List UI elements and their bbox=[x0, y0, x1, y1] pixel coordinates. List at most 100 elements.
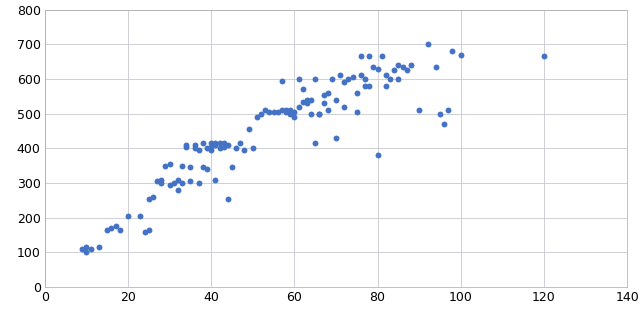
Point bbox=[81, 245, 92, 250]
Point bbox=[106, 226, 116, 231]
Point bbox=[352, 90, 362, 95]
Point bbox=[194, 181, 204, 186]
Point bbox=[285, 111, 296, 116]
Point bbox=[348, 75, 358, 80]
Point bbox=[144, 227, 154, 233]
Point bbox=[389, 68, 399, 73]
Point bbox=[236, 141, 246, 146]
Point bbox=[269, 109, 279, 115]
Point bbox=[273, 109, 283, 115]
Point bbox=[289, 115, 300, 120]
Point bbox=[281, 108, 291, 113]
Point bbox=[385, 76, 396, 81]
Point bbox=[186, 165, 196, 170]
Point bbox=[372, 66, 383, 71]
Point bbox=[447, 48, 458, 54]
Point bbox=[277, 108, 287, 113]
Point bbox=[231, 146, 241, 151]
Point bbox=[93, 245, 104, 250]
Point bbox=[406, 63, 416, 68]
Point bbox=[227, 165, 237, 170]
Point bbox=[202, 167, 212, 172]
Point bbox=[264, 109, 275, 115]
Point bbox=[339, 80, 349, 85]
Point bbox=[173, 187, 183, 192]
Point bbox=[186, 179, 196, 184]
Point bbox=[206, 144, 216, 149]
Point bbox=[310, 76, 321, 81]
Point bbox=[293, 76, 304, 81]
Point bbox=[364, 54, 374, 59]
Point bbox=[111, 224, 121, 229]
Point bbox=[323, 108, 333, 113]
Point bbox=[539, 54, 549, 59]
Point bbox=[86, 246, 96, 251]
Point bbox=[181, 142, 191, 147]
Point bbox=[277, 78, 287, 83]
Point bbox=[393, 76, 404, 81]
Point bbox=[169, 181, 179, 186]
Point bbox=[306, 111, 316, 116]
Point bbox=[189, 146, 200, 151]
Point bbox=[302, 101, 312, 106]
Point bbox=[331, 135, 341, 140]
Point bbox=[77, 246, 88, 251]
Point bbox=[156, 181, 166, 186]
Point bbox=[402, 68, 412, 73]
Point bbox=[102, 227, 113, 233]
Point bbox=[144, 196, 154, 201]
Point bbox=[344, 76, 354, 81]
Point bbox=[206, 141, 216, 146]
Point bbox=[198, 141, 208, 146]
Point bbox=[214, 146, 225, 151]
Point bbox=[377, 54, 387, 59]
Point bbox=[219, 141, 229, 146]
Point bbox=[219, 144, 229, 149]
Point bbox=[393, 63, 404, 68]
Point bbox=[223, 142, 233, 147]
Point bbox=[422, 42, 433, 47]
Point bbox=[323, 90, 333, 95]
Point bbox=[164, 182, 175, 187]
Point bbox=[194, 147, 204, 152]
Point bbox=[285, 108, 296, 113]
Point bbox=[360, 76, 370, 81]
Point bbox=[314, 111, 324, 116]
Point bbox=[302, 97, 312, 102]
Point bbox=[372, 153, 383, 158]
Point bbox=[289, 109, 300, 115]
Point bbox=[210, 141, 220, 146]
Point bbox=[293, 104, 304, 109]
Point bbox=[248, 146, 258, 151]
Point bbox=[256, 111, 266, 116]
Point bbox=[177, 181, 188, 186]
Point bbox=[152, 179, 163, 184]
Point bbox=[364, 83, 374, 88]
Point bbox=[431, 64, 441, 69]
Point bbox=[381, 83, 391, 88]
Point bbox=[148, 194, 158, 199]
Point bbox=[306, 97, 316, 102]
Point bbox=[123, 213, 133, 219]
Point bbox=[214, 141, 225, 146]
Point bbox=[444, 108, 454, 113]
Point bbox=[177, 163, 188, 168]
Point bbox=[314, 111, 324, 116]
Point bbox=[356, 54, 366, 59]
Point bbox=[206, 147, 216, 152]
Point bbox=[298, 99, 308, 104]
Point bbox=[81, 250, 92, 255]
Point bbox=[327, 76, 337, 81]
Point bbox=[198, 165, 208, 170]
Point bbox=[369, 64, 379, 69]
Point bbox=[244, 127, 254, 132]
Point bbox=[252, 115, 262, 120]
Point bbox=[310, 141, 321, 146]
Point bbox=[260, 108, 271, 113]
Point bbox=[397, 64, 408, 69]
Point bbox=[173, 177, 183, 182]
Point bbox=[414, 108, 424, 113]
Point bbox=[381, 73, 391, 78]
Point bbox=[439, 122, 449, 127]
Point bbox=[331, 97, 341, 102]
